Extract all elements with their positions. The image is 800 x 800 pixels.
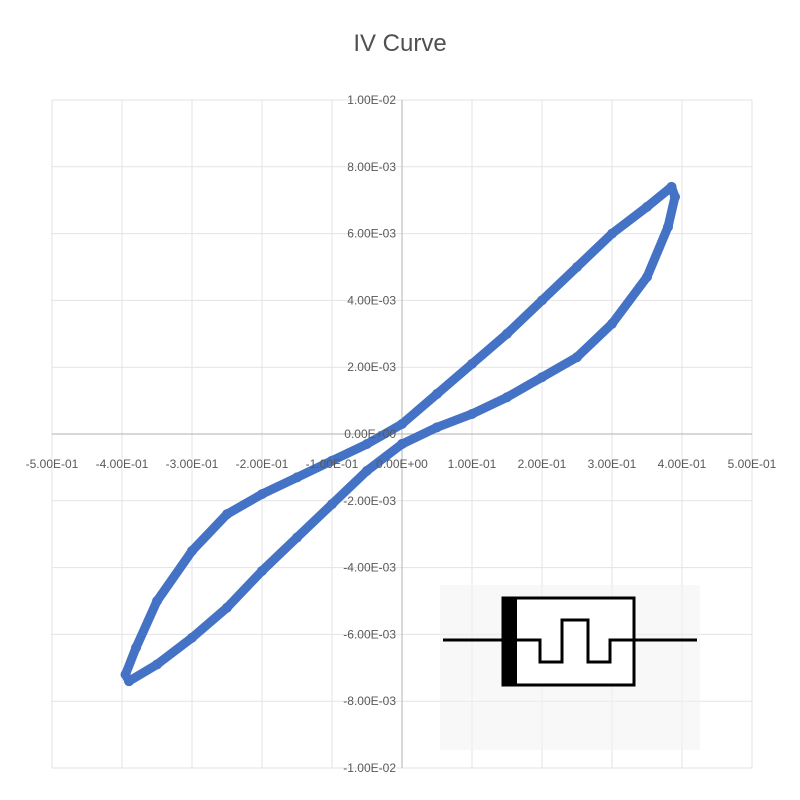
data-point xyxy=(222,602,232,613)
x-tick-label: 5.00E-01 xyxy=(728,457,777,471)
data-point xyxy=(607,228,617,239)
data-point xyxy=(397,439,407,450)
data-point xyxy=(152,659,162,670)
data-point xyxy=(432,388,442,399)
x-tick-label: 1.00E-01 xyxy=(448,457,497,471)
data-point xyxy=(502,392,512,403)
data-point xyxy=(642,272,652,283)
axes xyxy=(52,100,752,768)
y-tick-label: 6.00E-03 xyxy=(347,227,396,241)
y-tick-label: 4.00E-03 xyxy=(347,293,396,307)
y-tick-label: -6.00E-03 xyxy=(343,627,396,641)
data-point xyxy=(257,489,267,500)
data-point xyxy=(467,358,477,369)
data-point xyxy=(327,455,337,466)
data-point xyxy=(397,418,407,429)
data-point xyxy=(292,532,302,543)
x-tick-label: -1.00E-01 xyxy=(306,457,359,471)
data-point xyxy=(152,596,162,606)
symbol-polarity-bar xyxy=(503,598,517,685)
data-point xyxy=(187,632,197,643)
y-tick-label: 2.00E-03 xyxy=(347,360,396,374)
x-tick-label: -5.00E-01 xyxy=(26,457,79,471)
chart-title: IV Curve xyxy=(353,30,447,57)
x-tick-label: -2.00E-01 xyxy=(236,457,289,471)
data-point xyxy=(670,191,680,202)
x-tick-label: 2.00E-01 xyxy=(518,457,567,471)
data-point xyxy=(362,439,372,450)
data-point xyxy=(663,221,673,232)
series-iv-curve xyxy=(120,181,680,687)
data-point xyxy=(607,318,617,329)
data-point xyxy=(537,372,547,383)
x-tick-label: 0.00E+00 xyxy=(376,457,428,471)
x-tick-label: -3.00E-01 xyxy=(166,457,219,471)
data-point xyxy=(257,565,267,576)
data-point xyxy=(222,509,232,520)
data-point xyxy=(124,676,134,687)
x-tick-label: 4.00E-01 xyxy=(658,457,707,471)
x-tick-label: 3.00E-01 xyxy=(588,457,637,471)
data-point xyxy=(292,472,302,483)
y-tick-label: -4.00E-03 xyxy=(343,561,396,575)
x-tick-labels: -5.00E-01 -4.00E-01 -3.00E-01 -2.00E-01 -1.0… xyxy=(26,457,777,471)
y-tick-label: -1.00E-02 xyxy=(343,761,396,775)
data-point xyxy=(537,295,547,306)
y-tick-labels: 1.00E-02 8.00E-03 6.00E-03 4.00E-03 2.00E-03… xyxy=(343,93,396,775)
data-point xyxy=(327,499,337,510)
data-point xyxy=(572,262,582,272)
y-tick-label: 0.00E+00 xyxy=(344,427,396,441)
y-tick-label: -2.00E-03 xyxy=(343,494,396,508)
data-point xyxy=(666,181,677,192)
symbol-zigzag xyxy=(517,618,634,664)
data-point xyxy=(432,422,442,433)
data-point xyxy=(642,201,652,212)
y-tick-label: 8.00E-03 xyxy=(347,160,396,174)
data-point xyxy=(502,328,512,339)
data-point xyxy=(187,545,197,556)
data-point xyxy=(131,642,141,653)
y-tick-label: -8.00E-03 xyxy=(343,694,396,708)
x-tick-label: -4.00E-01 xyxy=(96,457,149,471)
memristor-symbol-icon xyxy=(440,585,700,750)
data-point xyxy=(467,408,477,419)
y-tick-label: 1.00E-02 xyxy=(347,93,396,107)
data-point xyxy=(572,352,582,363)
data-point xyxy=(362,465,372,476)
